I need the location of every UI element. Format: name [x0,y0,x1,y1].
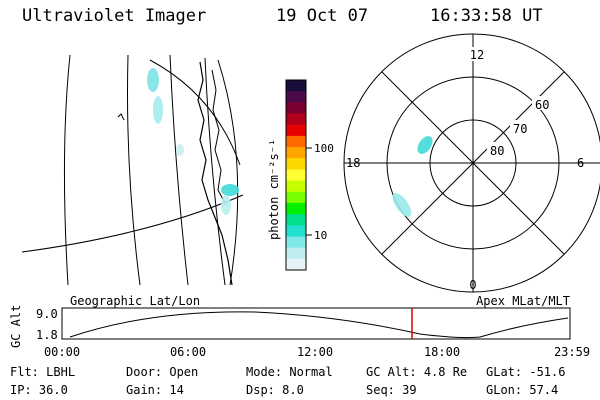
altitude-curve [69,311,569,339]
colorbar-segment [286,180,306,193]
colorbar-segment [286,214,306,226]
info-ip: IP: 36.0 [10,383,68,397]
coastline [211,69,227,206]
info-gc-alt: GC Alt: 4.8 Re [366,365,468,379]
info-seq: Seq: 39 [366,383,417,397]
xtick: 18:00 [424,345,460,359]
info-mode: Mode: Normal [246,365,333,379]
info-dsp: Dsp: 8.0 [246,383,304,397]
xtick: 12:00 [297,345,333,359]
meridian-line [169,54,189,286]
meridian-line [127,54,141,286]
meridian-line [204,57,226,286]
timeline-ylabel: GC Alt [9,305,23,348]
lat-label-70: 70 [513,122,527,136]
colorbar-segment [286,91,306,103]
lat-label-80: 80 [490,144,504,158]
ytick-top: 9.0 [36,307,58,321]
parallel-line [149,59,241,166]
instrument-title: Ultraviolet Imager [22,6,207,26]
colorbar-segment [286,113,306,126]
parallel-line [21,194,244,253]
info-glat: GLat: -51.6 [486,365,566,379]
colorbar-segment [286,158,306,170]
mlt-label-18: 18 [346,156,360,170]
timeline-right-label: Apex MLat/MLT [476,294,570,308]
colorbar-segment [286,236,306,249]
polar-aurora [392,136,433,217]
colorbar-segment [286,80,306,92]
colorbar-segment [286,147,306,159]
xtick: 23:59 [554,345,590,359]
mlt-label-0: 0 [469,278,476,292]
meridian-line [63,54,71,286]
colorbar-segment [286,124,306,137]
info-glon: GLon: 57.4 [486,383,559,397]
image-date: 19 Oct 07 [276,6,369,26]
colorbar-segment [286,169,306,182]
colorbar-segment [286,102,306,115]
info-flt: Flt: LBHL [10,365,76,379]
aurora-emission [147,68,239,215]
timeline-left-label: Geographic Lat/Lon [70,294,200,308]
colorbar-segment [286,225,306,237]
coastline [197,61,233,286]
colorbar-segment [286,135,306,148]
image-time: 16:33:58 UT [430,6,543,26]
coastline [117,113,125,121]
info-door: Door: Open [126,365,199,379]
meridian-line [217,59,239,286]
info-gain: Gain: 14 [126,383,184,397]
colorbar-segment [286,258,306,271]
colorbar-label: photon cm⁻²s⁻¹ [267,139,281,240]
colorbar-segment [286,202,306,215]
colorbar-segment [286,247,306,260]
mlt-label-6: 6 [577,156,584,170]
colorbar-tick: 100 [314,142,334,155]
xtick: 00:00 [44,345,80,359]
mlt-label-12: 12 [470,48,484,62]
xtick: 06:00 [170,345,206,359]
ytick-bottom: 1.8 [36,328,58,342]
colorbar-segment [286,191,306,204]
lat-label-60: 60 [535,98,549,112]
colorbar-tick: 10 [314,229,327,242]
